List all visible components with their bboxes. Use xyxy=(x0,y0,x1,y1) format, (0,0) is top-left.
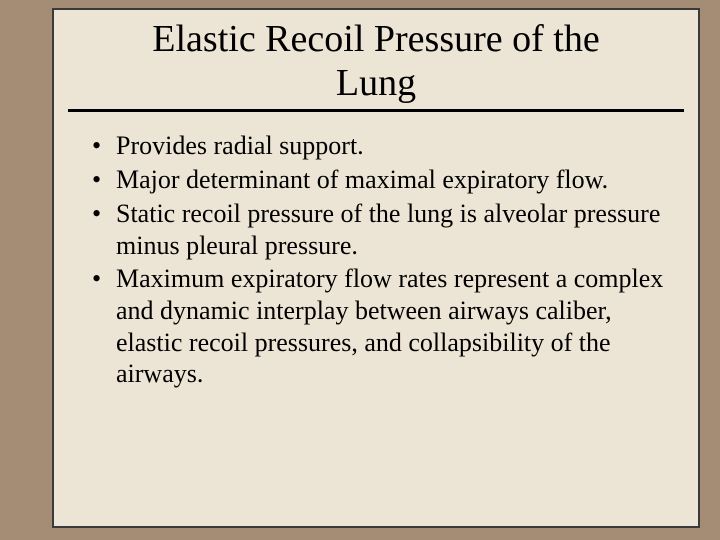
bullet-list: Provides radial support. Major determina… xyxy=(54,130,698,390)
list-item: Major determinant of maximal expiratory … xyxy=(86,164,674,196)
list-item: Provides radial support. xyxy=(86,130,674,162)
list-item: Maximum expiratory flow rates represent … xyxy=(86,263,674,390)
list-item: Static recoil pressure of the lung is al… xyxy=(86,198,674,261)
slide-content-area: Elastic Recoil Pressure of the Lung Prov… xyxy=(52,8,700,528)
slide-title: Elastic Recoil Pressure of the Lung xyxy=(68,10,684,112)
